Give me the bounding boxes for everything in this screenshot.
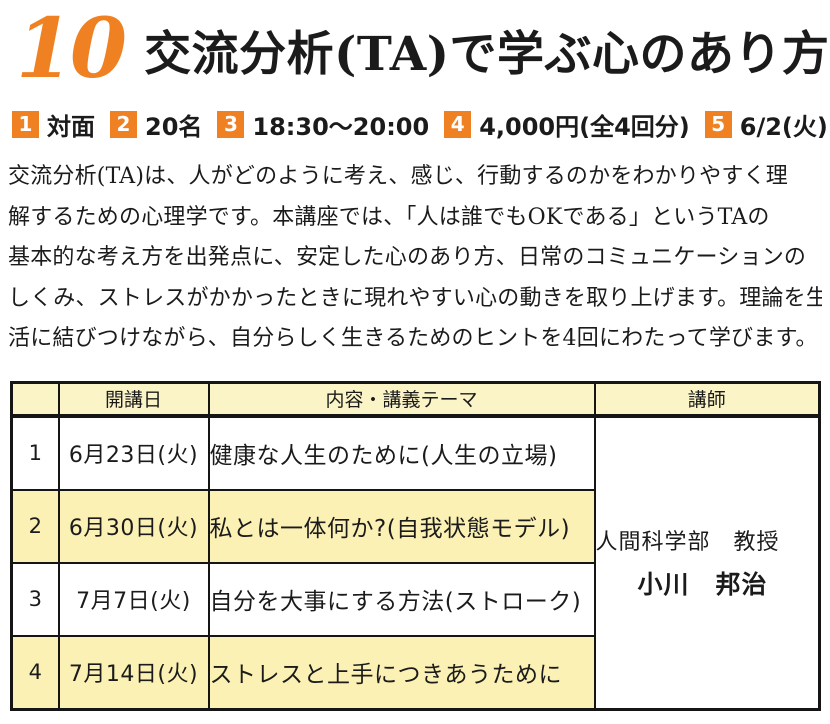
badge-format: 1 対面 bbox=[12, 107, 95, 142]
session-number-cell: 2 bbox=[10, 488, 60, 564]
theme-cell: 私とは一体何か?(自我状態モデル) bbox=[207, 488, 596, 564]
table-row: 4 7月14日(火) ストレスと上手につきあうために bbox=[10, 634, 820, 710]
date-cell: 6月23日(火) bbox=[57, 414, 210, 491]
table-row: 1 6月23日(火) 健康な人生のために(人生の立場) 人間科学部 教授 小川 … bbox=[10, 414, 821, 710]
badge-number-icon: 4 bbox=[444, 110, 472, 138]
description-line: 解するための心理学です。本講座では、「人は誰でもOKである」というTAの bbox=[8, 204, 770, 230]
table-row: 2 6月30日(火) 私とは一体何か?(自我状態モデル) bbox=[10, 488, 820, 564]
description-line: 交流分析(TA)は、人がどのように考え、感じ、行動するのかをわかりやすく理 bbox=[8, 164, 788, 189]
table-header-row: 開講日 内容・講義テーマ 講師 bbox=[10, 381, 821, 418]
date-cell: 7月7日(火) bbox=[57, 561, 210, 637]
course-description: 交流分析(TA)は、人がどのように考え、感じ、行動するのかをわかりやすく理 解す… bbox=[8, 157, 822, 360]
description-line: 基本的な考え方を出発点に、安定した心のあり方、日常のコミュニケーションの bbox=[8, 245, 807, 270]
badge-number-icon: 3 bbox=[217, 110, 245, 138]
schedule-table: 開講日 内容・講義テーマ 講師 1 6月23日(火) 健康な人生のために(人生の… bbox=[10, 380, 821, 711]
description-line: 活に結びつけながら、自分らしく生きるためのヒントを4回にわたって学びます。 bbox=[8, 326, 818, 351]
table-row: 3 7月7日(火) 自分を大事にする方法(ストローク) bbox=[10, 561, 820, 637]
badge-label: 18:30〜20:00 bbox=[252, 112, 430, 141]
instructor-cell: 人間科学部 教授 小川 邦治 bbox=[593, 414, 821, 710]
course-number: 10 bbox=[16, 1, 127, 97]
badge-capacity: 2 20名 bbox=[110, 107, 202, 142]
badge-label: 6/2(火) bbox=[739, 112, 828, 141]
badge-label: 4,000円(全4回分) bbox=[479, 112, 690, 141]
theme-cell: 健康な人生のために(人生の立場) bbox=[207, 414, 596, 491]
instructor-name: 小川 邦治 bbox=[637, 570, 768, 599]
date-cell: 6月30日(火) bbox=[57, 488, 210, 564]
header-instructor: 講師 bbox=[593, 381, 821, 418]
badge-start-date: 5 6/2(火) bbox=[704, 107, 828, 142]
theme-cell: 自分を大事にする方法(ストローク) bbox=[207, 561, 596, 637]
instructor-affiliation: 人間科学部 教授 bbox=[595, 530, 780, 555]
course-header: 10 交流分析(TA)で学ぶ心のあり方 bbox=[16, 2, 830, 102]
badge-label: 対面 bbox=[47, 112, 95, 141]
badge-fee: 4 4,000円(全4回分) bbox=[444, 107, 690, 142]
header-date: 開講日 bbox=[57, 381, 210, 418]
course-title: 交流分析(TA)で学ぶ心のあり方 bbox=[144, 27, 830, 82]
badge-number-icon: 1 bbox=[12, 110, 39, 138]
theme-cell: ストレスと上手につきあうために bbox=[207, 634, 596, 710]
badge-number-icon: 2 bbox=[110, 110, 137, 138]
badge-label: 20名 bbox=[145, 112, 203, 141]
badge-time: 3 18:30〜20:00 bbox=[217, 107, 429, 142]
date-cell: 7月14日(火) bbox=[57, 634, 210, 710]
description-line: しくみ、ストレスがかかったときに現れやすい心の動きを取り上げます。理論を生 bbox=[8, 285, 822, 311]
session-number-cell: 4 bbox=[10, 634, 60, 710]
badge-number-icon: 5 bbox=[704, 110, 732, 138]
session-number-cell: 3 bbox=[10, 561, 60, 637]
header-theme: 内容・講義テーマ bbox=[207, 381, 596, 418]
badge-row: 1 対面 2 20名 3 18:30〜20:00 4 4,000円(全4回分) … bbox=[12, 107, 830, 142]
session-number-cell: 1 bbox=[10, 414, 60, 491]
header-session bbox=[10, 381, 60, 418]
